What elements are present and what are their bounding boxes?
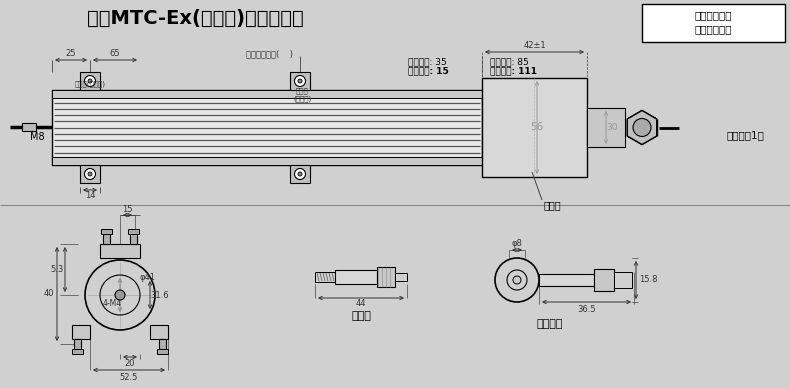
- Text: 40: 40: [43, 289, 55, 298]
- Circle shape: [295, 168, 306, 180]
- Text: 万向头: 万向头: [351, 311, 371, 321]
- Bar: [128, 229, 139, 234]
- Text: 20: 20: [125, 359, 135, 367]
- Text: 36.5: 36.5: [577, 305, 596, 314]
- Text: 有效测量区域(    ): 有效测量区域( ): [246, 50, 294, 59]
- Circle shape: [85, 168, 96, 180]
- Bar: [103, 234, 110, 244]
- Text: 通过隔爆认证: 通过隔爆认证: [694, 10, 732, 20]
- Text: 42±1: 42±1: [523, 40, 546, 50]
- Circle shape: [88, 79, 92, 83]
- Polygon shape: [627, 111, 656, 144]
- Text: 防爆头: 防爆头: [544, 200, 561, 210]
- Text: 隔爆产品: 85: 隔爆产品: 85: [490, 57, 529, 66]
- Text: 缓冲区
(无用阻): 缓冲区 (无用阻): [293, 88, 311, 102]
- Bar: [101, 229, 112, 234]
- Bar: [72, 325, 90, 339]
- Text: 本安产品: 15: 本安产品: 15: [408, 66, 449, 76]
- Circle shape: [298, 79, 302, 83]
- Text: M8: M8: [30, 132, 44, 142]
- Bar: [482, 78, 587, 177]
- Text: 线长标配1米: 线长标配1米: [726, 130, 764, 140]
- Circle shape: [88, 172, 92, 176]
- Bar: [52, 157, 482, 165]
- Bar: [395, 273, 407, 281]
- Text: φ8: φ8: [512, 239, 522, 248]
- Bar: [377, 267, 395, 287]
- Bar: [100, 244, 140, 258]
- Bar: [290, 72, 310, 90]
- Bar: [150, 325, 168, 339]
- Bar: [335, 270, 377, 284]
- Circle shape: [85, 76, 96, 87]
- Circle shape: [295, 76, 306, 87]
- Text: 31.6: 31.6: [151, 291, 169, 300]
- Bar: [594, 269, 614, 291]
- Text: φ41: φ41: [140, 272, 156, 282]
- Text: 56: 56: [530, 123, 544, 132]
- Text: 15: 15: [122, 204, 133, 213]
- Text: 缓冲区(无用阻): 缓冲区(无用阻): [74, 81, 106, 87]
- Bar: [80, 72, 100, 90]
- Text: 65: 65: [110, 50, 120, 59]
- Bar: [130, 234, 137, 244]
- Bar: [72, 349, 83, 354]
- Text: 5.3: 5.3: [51, 265, 64, 274]
- Bar: [74, 339, 81, 349]
- Circle shape: [115, 290, 125, 300]
- Text: 4-M4: 4-M4: [103, 298, 122, 308]
- Text: 隔爆产品: 35: 隔爆产品: 35: [408, 57, 447, 66]
- Text: 44: 44: [356, 300, 367, 308]
- Bar: [290, 165, 310, 183]
- Bar: [157, 349, 168, 354]
- Circle shape: [298, 172, 302, 176]
- Bar: [642, 4, 785, 42]
- Bar: [159, 339, 166, 349]
- Bar: [22, 123, 36, 131]
- Text: 14: 14: [85, 192, 96, 201]
- Text: 15.8: 15.8: [639, 275, 657, 284]
- Text: 本安产品: 111: 本安产品: 111: [490, 66, 537, 76]
- Bar: [315, 272, 337, 282]
- Text: 通过本安认证: 通过本安认证: [694, 24, 732, 34]
- Text: 鱼眼接头: 鱼眼接头: [536, 319, 563, 329]
- Bar: [52, 90, 482, 98]
- Bar: [614, 272, 632, 288]
- Circle shape: [513, 276, 521, 284]
- Circle shape: [633, 118, 651, 137]
- Bar: [539, 274, 594, 286]
- Text: 30: 30: [606, 123, 618, 132]
- Text: 新款MTC-Ex(防爆型)安装尺寸图: 新款MTC-Ex(防爆型)安装尺寸图: [87, 9, 303, 28]
- Text: 25: 25: [66, 50, 77, 59]
- Bar: [80, 165, 100, 183]
- Bar: [587, 108, 625, 147]
- Bar: [52, 90, 482, 165]
- Text: 52.5: 52.5: [120, 372, 138, 381]
